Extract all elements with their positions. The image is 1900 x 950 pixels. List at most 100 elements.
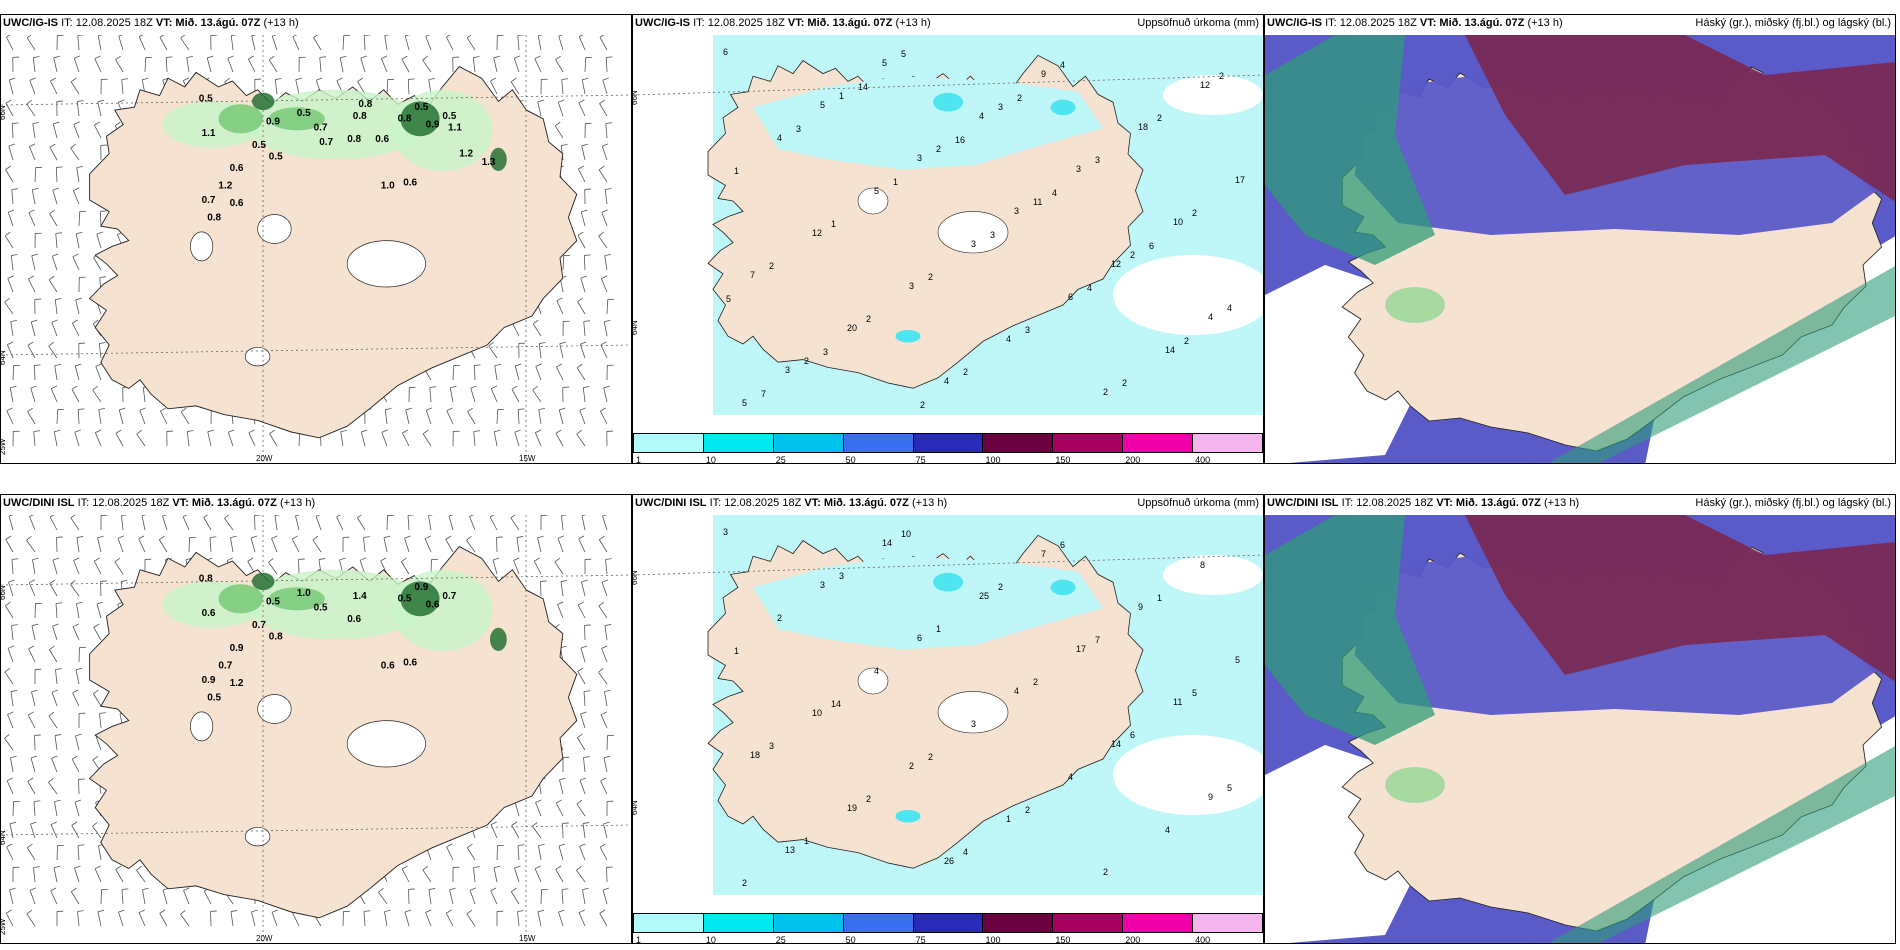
wind-barb: [56, 100, 64, 117]
colorbar-tick: 1: [636, 935, 642, 944]
colorbar-cell: 200: [1123, 914, 1194, 943]
wind-barb: [93, 623, 102, 641]
wind-barb: [407, 78, 415, 95]
precip-value: 17: [1235, 175, 1245, 185]
wind-barb: [429, 386, 437, 403]
axis-label-lat: 64N: [1, 830, 7, 845]
axis-label-lon: 20W: [256, 454, 273, 463]
wind-barb: [10, 690, 18, 707]
precip-value: 10: [1173, 217, 1183, 227]
wind-barb: [583, 254, 591, 271]
wind-barb: [604, 253, 612, 271]
colorbar-tick: 50: [845, 455, 856, 464]
precip-value: 2: [1184, 336, 1189, 346]
wind-barb: [73, 55, 81, 73]
wind-barb: [32, 557, 39, 575]
wind-barb: [4, 733, 14, 751]
precip-gap: [1163, 555, 1263, 595]
wind-barb: [576, 733, 586, 751]
wind-barb: [33, 364, 41, 381]
wind-barb: [514, 363, 522, 381]
wind-barb: [602, 515, 609, 531]
wind-value: 0.6: [426, 600, 440, 611]
wind-barb: [71, 385, 80, 403]
wind-barb: [490, 821, 498, 839]
precip-value: 16: [955, 135, 965, 145]
wind-barb: [598, 165, 608, 183]
precip-value: 3: [796, 124, 801, 134]
precip-value: 2: [998, 582, 1003, 592]
wind-barb: [518, 342, 526, 359]
wind-barb: [384, 35, 392, 51]
wind-barb: [581, 77, 589, 95]
wind-barb: [578, 35, 586, 51]
wind-barb: [466, 535, 476, 553]
glacier: [257, 694, 292, 724]
wind-barb: [579, 341, 587, 359]
wind-barb: [496, 536, 503, 553]
wind-barb: [562, 320, 570, 337]
wind-barb: [74, 865, 81, 883]
wind-barb: [558, 843, 566, 861]
precip-value: 1: [1157, 593, 1162, 603]
precip-value: 7: [1095, 635, 1100, 645]
panel-legend-title: Háský (gr.), miðský (fj.bl.) og lágský (…: [1695, 17, 1891, 29]
wind-barb: [48, 645, 58, 663]
precip-value: 4: [963, 847, 968, 857]
wind-barb: [534, 865, 542, 883]
precip-value: 2: [1103, 387, 1108, 397]
precip-value: 9: [1138, 602, 1143, 612]
wind-barb: [74, 363, 82, 381]
wind-barb: [52, 557, 60, 575]
wind-value: 0.8: [353, 111, 367, 122]
wind-barb: [12, 56, 20, 73]
wind-barb: [600, 407, 608, 425]
wind-barb: [606, 299, 615, 315]
precip-map-top: 6533124354310720491817123421245361451211…: [633, 35, 1263, 415]
wind-barb: [52, 121, 60, 139]
wind-barb: [100, 515, 108, 531]
wind-barb: [29, 77, 36, 95]
colorbar-cell: 75: [913, 914, 984, 943]
wind-value: 1.2: [459, 149, 473, 160]
wind-barb: [604, 689, 611, 707]
wind-barb: [27, 407, 36, 425]
wind-barb: [180, 909, 190, 927]
wind-barb: [180, 407, 190, 425]
precip-value: 4: [979, 111, 984, 121]
precip-value: 14: [1111, 739, 1121, 749]
glacier: [346, 240, 426, 288]
wind-barb: [30, 385, 37, 403]
wind-barb: [250, 535, 258, 553]
wind-barb: [72, 253, 80, 271]
wind-barb: [606, 364, 614, 381]
cloud-map-bottom: [1265, 515, 1895, 943]
wind-barb: [557, 99, 565, 117]
wind-barb: [49, 515, 58, 531]
wind-barb: [363, 910, 371, 927]
precip-value: 3: [1095, 155, 1100, 165]
wind-barb: [182, 515, 190, 531]
precip-value: 11: [1033, 197, 1042, 207]
precip-gap: [1113, 735, 1263, 815]
wind-barb: [269, 429, 278, 447]
wind-barb: [70, 515, 80, 531]
graticule: [633, 74, 1263, 96]
colorbar-cell: 1: [634, 914, 704, 943]
precip-core: [933, 92, 963, 112]
colorbar-cell: 50: [843, 914, 914, 943]
precip-value: 2: [777, 613, 782, 623]
wind-value: 0.5: [297, 108, 311, 119]
colorbar-cell: 400: [1193, 434, 1263, 463]
wind-barb: [51, 755, 58, 773]
wind-barb: [98, 407, 106, 425]
wind-barb: [578, 535, 586, 553]
precip-value: 2: [928, 272, 933, 282]
wind-barb: [186, 430, 194, 447]
wind-barb: [600, 711, 608, 729]
wind-barb: [30, 319, 38, 337]
wind-barb: [360, 429, 368, 447]
wind-barb: [8, 515, 14, 531]
wind-value: 0.7: [442, 591, 456, 602]
wind-barb: [336, 515, 344, 531]
